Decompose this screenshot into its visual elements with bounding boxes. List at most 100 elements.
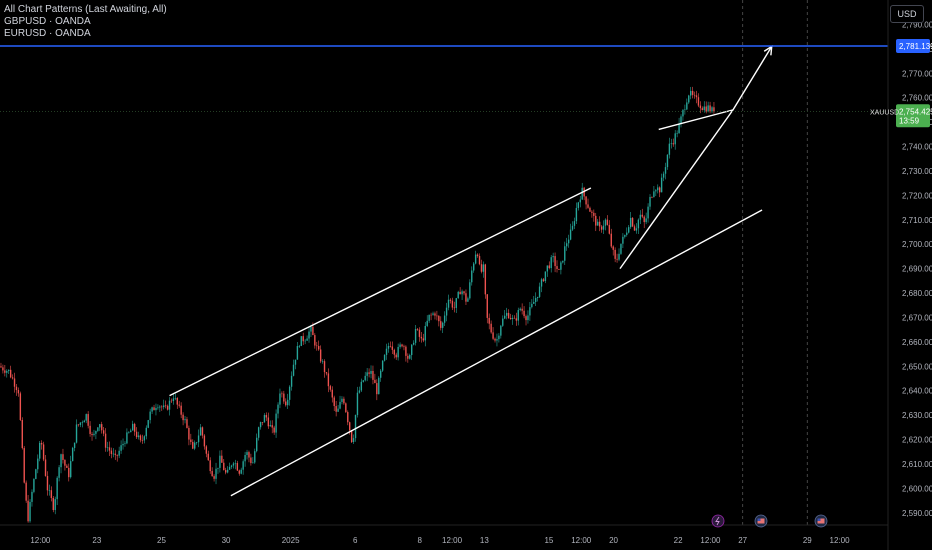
time-axis[interactable]: 12:00 23 25 30 2025 6 8 12:00 13 15 12:00 20 22 12:00… — [30, 536, 850, 545]
currency-button[interactable]: USD — [890, 5, 924, 23]
candle-body — [106, 447, 109, 448]
candle-body — [110, 450, 113, 454]
candle-body — [536, 296, 539, 299]
candle-body — [575, 207, 578, 222]
candle-body — [141, 440, 144, 441]
candle-body — [505, 312, 508, 316]
candle-body — [705, 106, 707, 112]
candle-body — [713, 107, 715, 112]
candle-body — [147, 420, 149, 428]
candle-body — [149, 411, 151, 421]
candle-body — [151, 407, 153, 412]
price-tick-label: 2,710.000 — [902, 216, 932, 225]
candle-body — [319, 349, 322, 362]
price-axis[interactable]: 2,590.000 2,600.000 2,610.000 2,620.000 2,63… — [902, 20, 932, 517]
candle-body — [337, 408, 339, 412]
candle-body — [691, 90, 694, 95]
candle-body — [567, 239, 570, 244]
lightning-icon[interactable] — [711, 514, 725, 528]
candle-body — [219, 455, 221, 468]
candle-body — [250, 457, 252, 463]
candle-body — [676, 133, 678, 134]
candle-body — [385, 348, 388, 355]
candle-body — [11, 377, 14, 379]
candle-body — [360, 381, 363, 391]
candle-body — [91, 433, 93, 436]
candle-body — [509, 318, 512, 320]
candle-body — [548, 265, 550, 269]
price-tick-label: 2,620.000 — [902, 436, 932, 445]
candle-body — [453, 307, 456, 309]
compare-symbol-eurusd[interactable]: EURUSD · OANDA — [4, 28, 91, 39]
candle-body — [312, 326, 314, 336]
candle-body — [170, 400, 173, 402]
candle-body — [484, 264, 487, 295]
candle-body — [513, 317, 516, 319]
candle-body — [637, 219, 640, 229]
candle-body — [308, 331, 310, 339]
candle-body — [474, 254, 477, 264]
candle-body — [420, 336, 423, 339]
trendline — [619, 109, 734, 270]
time-tick-label: 12:00 — [30, 536, 51, 545]
candle-body — [254, 451, 256, 463]
candle-body — [494, 338, 496, 341]
candle-body — [182, 414, 184, 421]
horizontal-line-price-label: 2,781.139 — [896, 39, 932, 54]
flag-stripes — [817, 518, 825, 524]
time-tick-label: 22 — [674, 536, 683, 545]
candle-body — [244, 455, 246, 462]
candle-body — [48, 490, 51, 491]
candle-body — [329, 386, 332, 390]
candle-body — [126, 432, 128, 444]
indicator-title[interactable]: All Chart Patterns (Last Awaiting, All) — [4, 4, 167, 15]
candle-body — [631, 217, 634, 227]
compare-symbol-gbpusd[interactable]: GBPUSD · OANDA — [4, 16, 91, 27]
candle-body — [498, 335, 500, 340]
candle-body — [366, 372, 368, 376]
trendlines[interactable] — [169, 45, 773, 497]
candle-body — [436, 315, 438, 317]
candle-body — [275, 413, 277, 433]
candle-body — [457, 291, 459, 299]
candle-body — [161, 406, 163, 408]
event-icons[interactable] — [711, 514, 828, 528]
candle-body — [174, 397, 177, 399]
candle-body — [352, 438, 355, 443]
candle-body — [668, 143, 671, 155]
candle-body — [137, 435, 140, 438]
candle-body — [101, 424, 103, 431]
candle-body — [114, 453, 116, 455]
candle-body — [238, 470, 240, 474]
time-tick-label: 6 — [353, 536, 358, 545]
candle-body — [591, 211, 593, 213]
candle-body — [618, 253, 620, 260]
time-tick-label: 12:00 — [442, 536, 463, 545]
candle-body — [97, 427, 99, 431]
candle-body — [46, 475, 49, 491]
candle-body — [252, 462, 254, 464]
candle-body — [519, 308, 521, 311]
candle-body — [387, 346, 390, 349]
candle-body — [688, 95, 690, 103]
time-tick-label: 15 — [544, 536, 553, 545]
candle-body — [42, 444, 45, 460]
candle-body — [517, 310, 519, 321]
candle-body — [416, 328, 419, 330]
candle-body — [447, 299, 450, 308]
candle-body — [155, 408, 157, 411]
candle-body — [476, 254, 479, 257]
price-tick-label: 2,770.000 — [902, 69, 932, 78]
candle-body — [620, 243, 622, 254]
candle-body — [554, 256, 556, 267]
candle-body — [199, 427, 202, 436]
candle-body — [500, 325, 502, 336]
candle-body — [562, 260, 564, 263]
candle-body — [71, 447, 74, 462]
candle-body — [325, 372, 328, 374]
candle-body — [112, 453, 115, 455]
candle-body — [331, 389, 333, 398]
current-price-label-bg — [896, 104, 930, 128]
candle-body — [502, 318, 504, 326]
